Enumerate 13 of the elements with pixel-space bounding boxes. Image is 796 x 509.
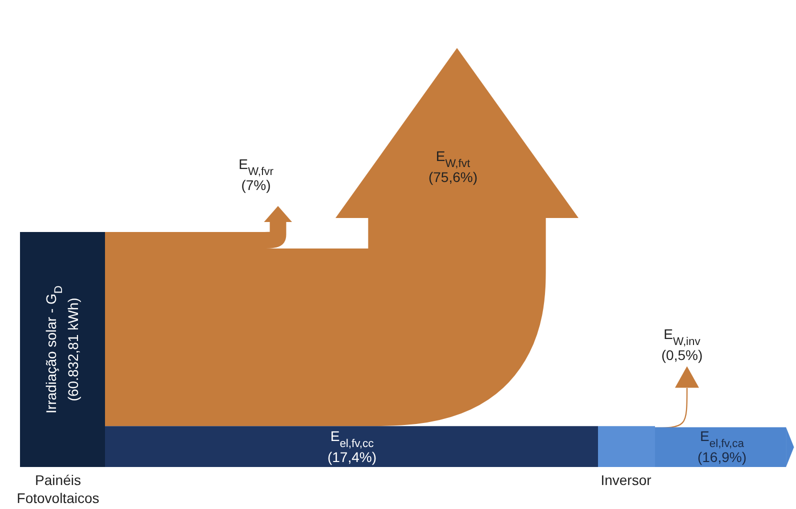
text: (60.832,81 kWh) [65, 298, 81, 402]
text: Inversor [600, 472, 652, 488]
text: Painéis Fotovoltaicos [16, 472, 100, 506]
data-label: (17,4%) [327, 449, 377, 465]
category-label: E$_{el,fv,cc}$ [330, 428, 374, 450]
category-label: E$_{el,fv,ca}$ [700, 428, 745, 450]
category-label: E$_{W,fvt}$ [436, 148, 471, 170]
data-label: (7%) [241, 177, 271, 193]
category-label: E$_{W,inv}$ [664, 326, 701, 348]
data-label: (16,9%) [697, 449, 747, 465]
category-label: E$_{W,fvr}$ [238, 156, 274, 178]
data-label: (75,6%) [428, 169, 478, 185]
data-label: (0,5%) [661, 347, 703, 363]
